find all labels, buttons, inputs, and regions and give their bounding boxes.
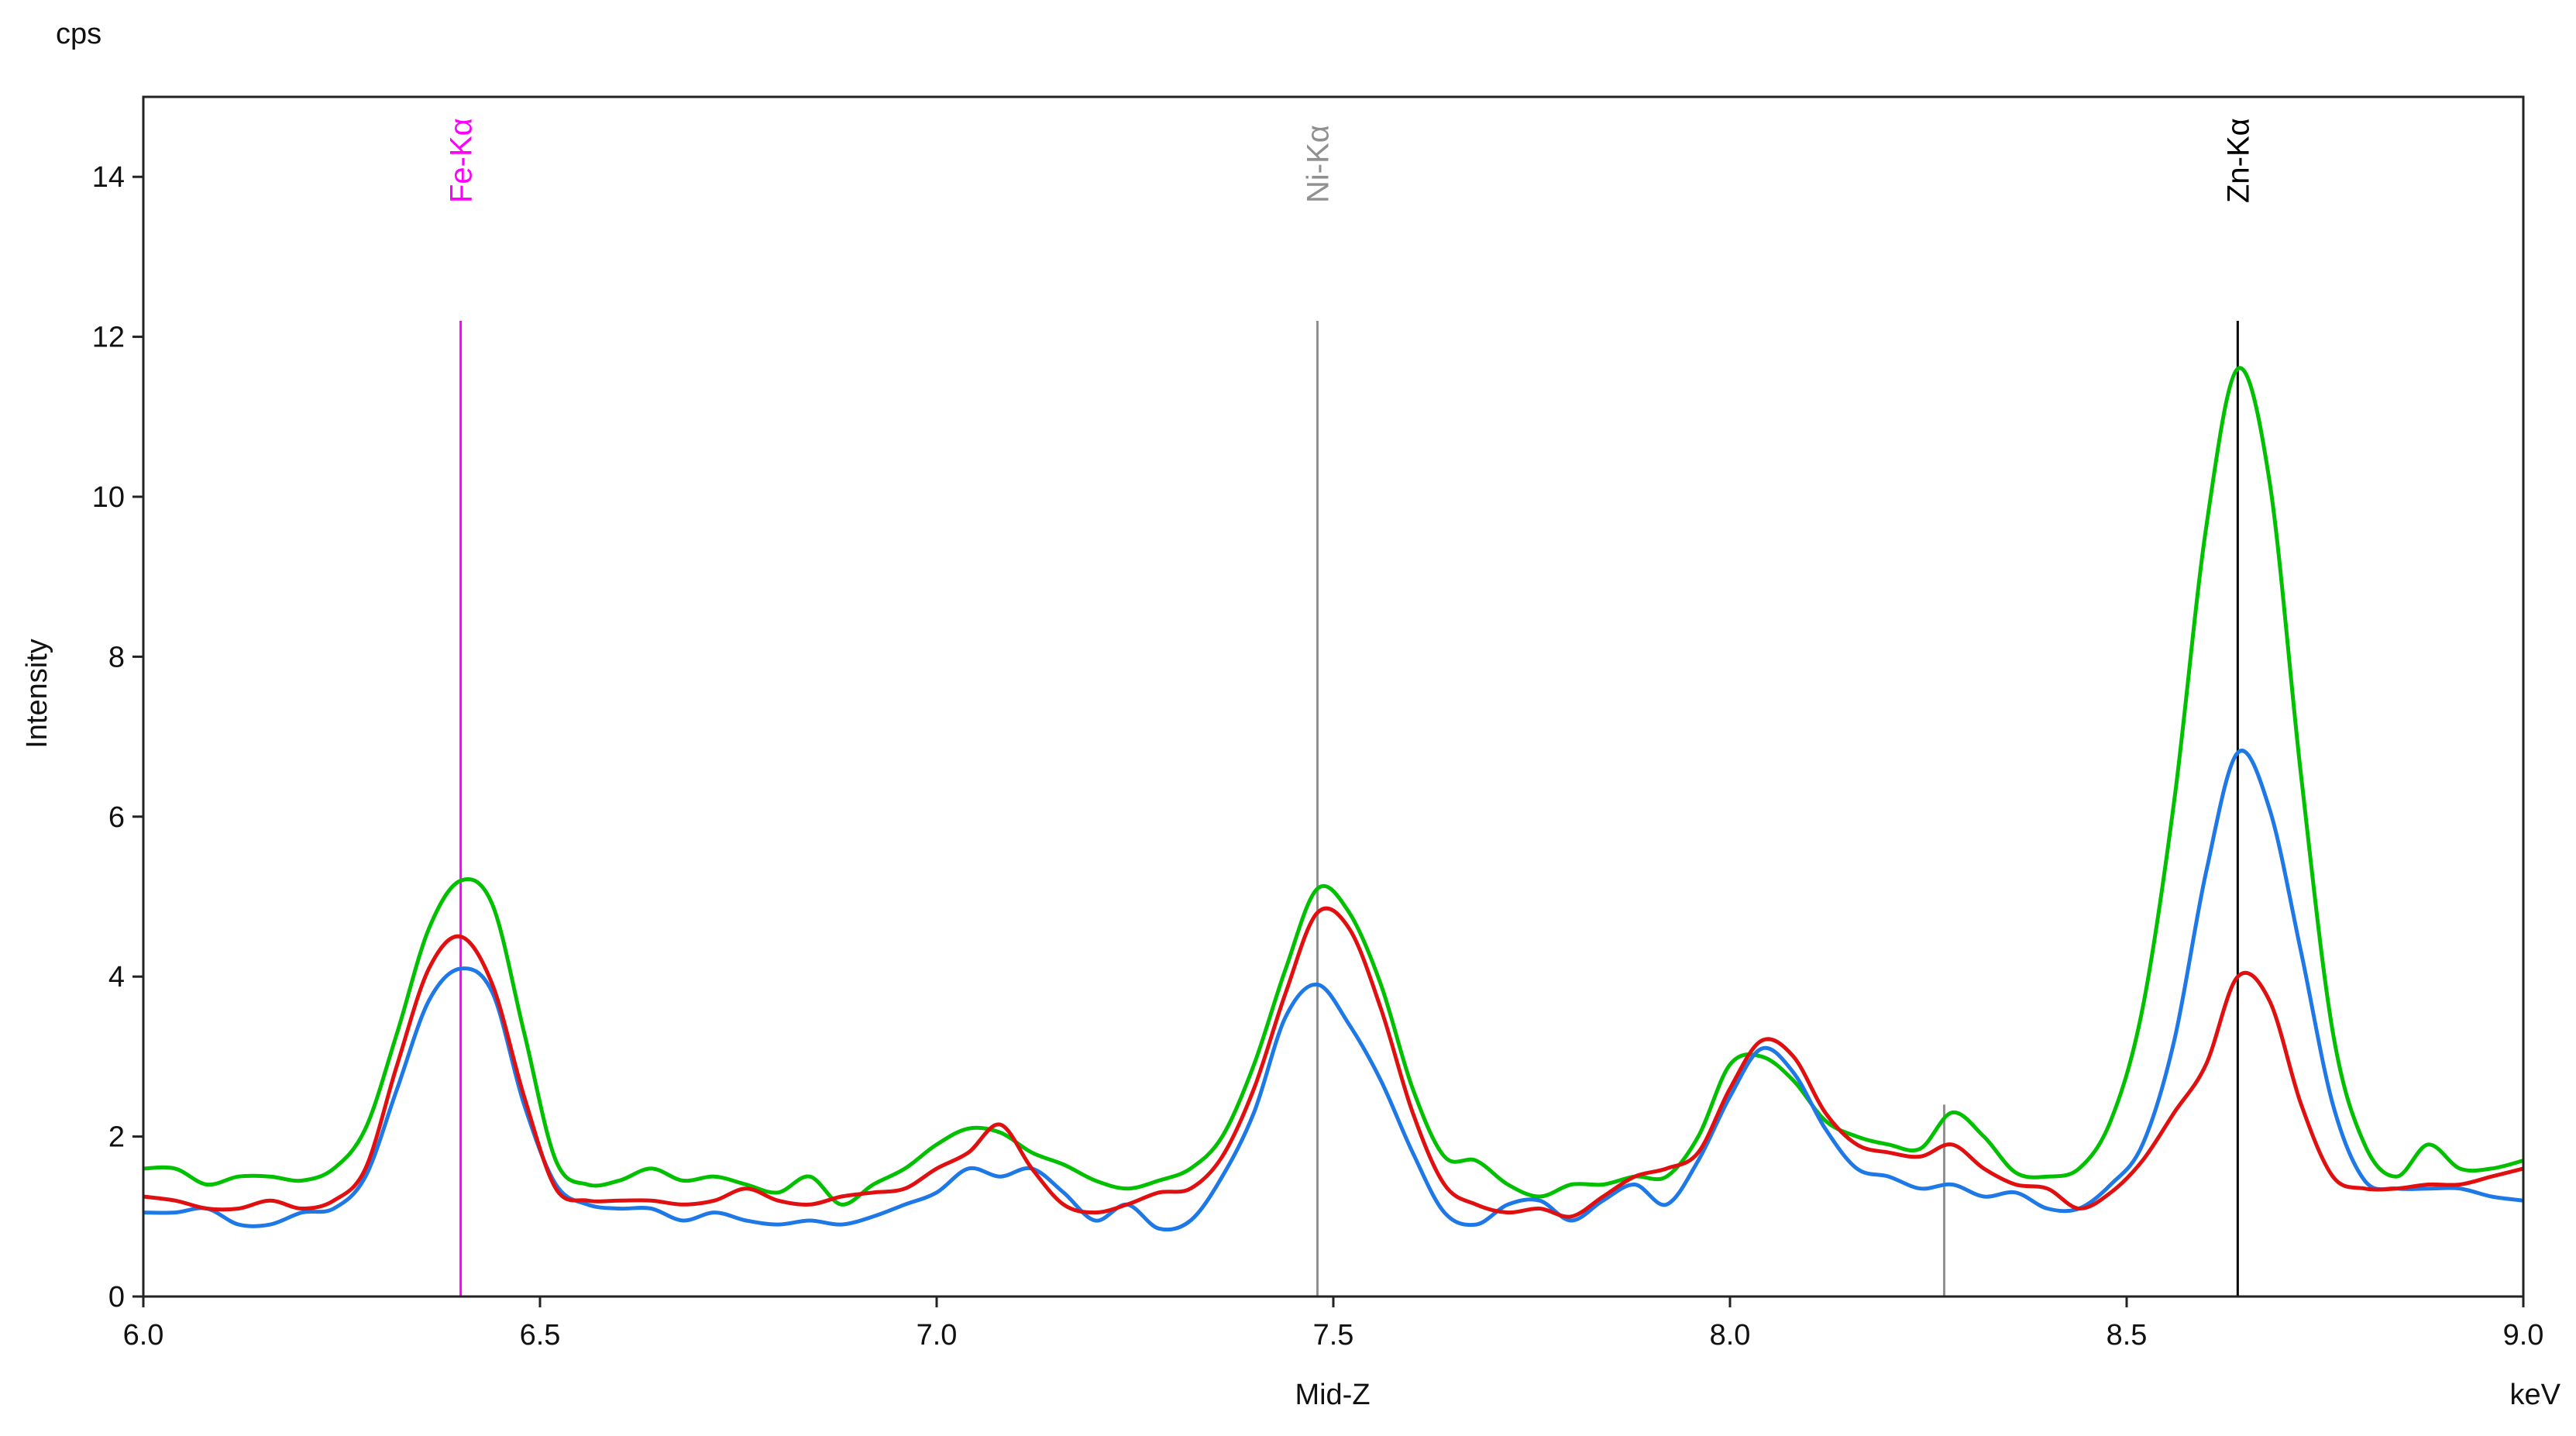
- x-tick-label: 6.5: [520, 1319, 561, 1352]
- marker-label-zn-k: Zn-Kα: [2221, 118, 2255, 203]
- y-tick-label: 4: [108, 961, 125, 993]
- element-markers: Fe-Kα Ni-Kα Zn-Kα: [445, 118, 2255, 1297]
- y-tick-label: 0: [108, 1281, 125, 1314]
- x-tick-label: 6.0: [123, 1319, 164, 1352]
- y-tick-label: 10: [92, 481, 125, 514]
- x-axis-label: Mid-Z: [1295, 1379, 1370, 1411]
- y-tick-label: 6: [108, 801, 125, 834]
- series-line-1: [143, 366, 2524, 1207]
- x-tick-label: 8.5: [2107, 1319, 2148, 1352]
- series-line-3: [143, 906, 2524, 1219]
- axis-ticks: 6.0 6.5 7.0 7.5 8.0 8.5 9.0 0 2 4 6 8 10 12 14: [92, 161, 2544, 1352]
- x-tick-label: 8.0: [1710, 1319, 1751, 1352]
- x-tick-label: 9.0: [2503, 1319, 2544, 1352]
- y-tick-label: 12: [92, 322, 125, 354]
- marker-label-fe-k: Fe-Kα: [445, 118, 479, 203]
- x-tick-label: 7.0: [917, 1319, 958, 1352]
- x-tick-label: 7.5: [1313, 1319, 1354, 1352]
- y-tick-label: 2: [108, 1121, 125, 1154]
- x-unit-label: keV: [2510, 1379, 2561, 1411]
- y-tick-label: 14: [92, 161, 125, 194]
- spectrum-series: [143, 366, 2524, 1232]
- y-unit-label: cps: [56, 18, 101, 50]
- y-tick-label: 8: [108, 641, 125, 673]
- marker-label-ni-k: Ni-Kα: [1302, 125, 1336, 203]
- y-axis-label: Intensity: [21, 639, 53, 749]
